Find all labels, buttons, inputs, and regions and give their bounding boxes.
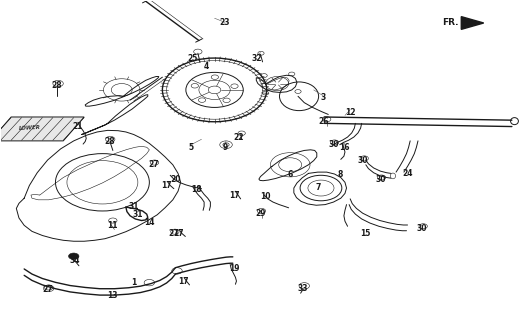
Text: 24: 24 [402,169,413,178]
Text: 30: 30 [358,156,369,165]
Text: 16: 16 [339,143,349,152]
Text: 10: 10 [260,192,271,201]
Text: 22: 22 [233,133,244,142]
Text: 17: 17 [161,181,172,190]
Text: 4: 4 [204,61,209,70]
Text: 1: 1 [131,278,137,287]
Text: 8: 8 [337,170,343,179]
Text: 28: 28 [52,81,62,90]
Text: 29: 29 [255,209,266,218]
Text: 27: 27 [168,229,179,238]
Circle shape [69,253,79,260]
Text: 17: 17 [173,229,184,238]
Text: LOWER: LOWER [19,125,41,132]
Text: 17: 17 [178,277,189,286]
Text: 13: 13 [108,291,118,300]
Text: 31: 31 [129,202,139,211]
Text: 27: 27 [42,285,53,294]
Text: 18: 18 [191,185,201,194]
Text: 34: 34 [70,256,80,265]
Text: 17: 17 [229,190,240,200]
Text: 26: 26 [319,117,329,126]
Text: 30: 30 [417,224,427,233]
Text: 32: 32 [251,54,262,63]
Text: 20: 20 [170,175,180,184]
Text: 30: 30 [375,175,385,184]
Text: 12: 12 [345,108,356,117]
Text: FR.: FR. [442,19,459,28]
Text: 9: 9 [222,143,228,152]
Text: 6: 6 [288,170,293,179]
Text: 33: 33 [298,284,309,292]
Text: 19: 19 [229,264,240,274]
Text: 5: 5 [188,143,194,152]
Text: 27: 27 [148,160,159,169]
Text: 23: 23 [220,19,230,28]
Text: 25: 25 [187,53,198,62]
Text: 30: 30 [328,140,339,149]
Text: 14: 14 [144,218,155,227]
Text: 31: 31 [132,210,143,219]
Polygon shape [461,17,484,29]
Text: 15: 15 [361,229,371,238]
Text: 21: 21 [73,122,83,131]
Text: 7: 7 [315,183,321,192]
Text: 28: 28 [104,137,115,146]
Polygon shape [0,117,84,141]
Text: 3: 3 [321,93,326,102]
Text: 11: 11 [108,221,118,230]
